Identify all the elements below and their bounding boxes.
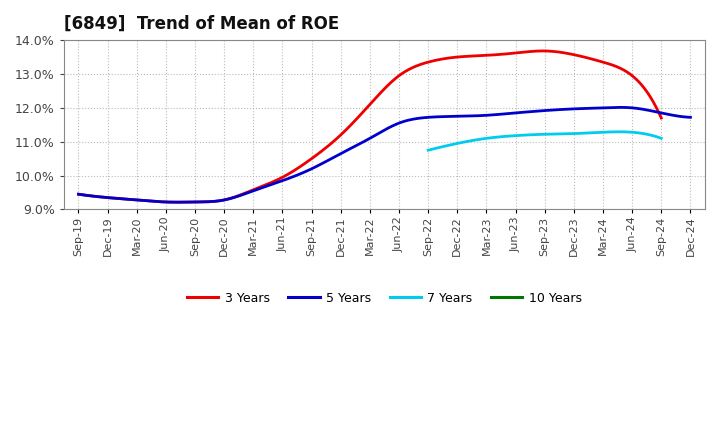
Legend: 3 Years, 5 Years, 7 Years, 10 Years: 3 Years, 5 Years, 7 Years, 10 Years	[182, 287, 587, 310]
Text: [6849]  Trend of Mean of ROE: [6849] Trend of Mean of ROE	[64, 15, 339, 33]
